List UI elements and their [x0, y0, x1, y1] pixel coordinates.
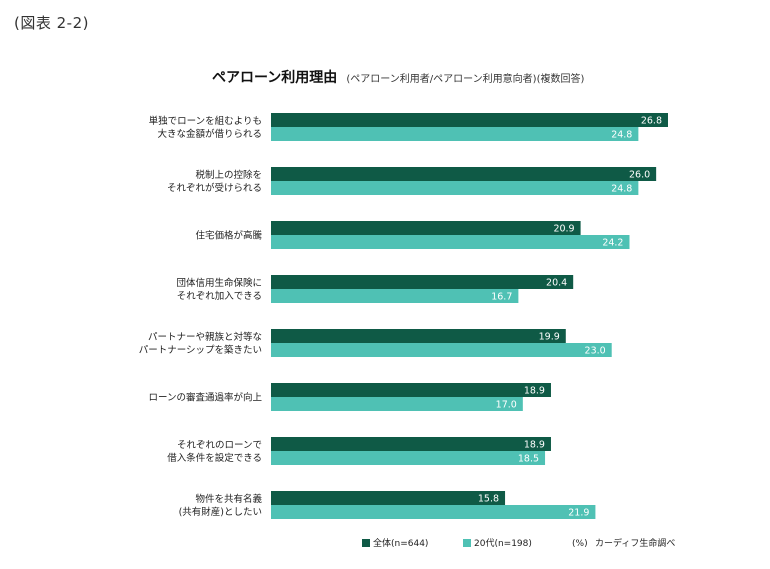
category-label-line: パートナーシップを築きたい — [139, 344, 262, 356]
category-label: 物件を共有名義(共有財産)としたい — [179, 493, 263, 518]
bar-20s-7 — [271, 505, 596, 519]
category-label-line: ローンの審査通過率が向上 — [148, 392, 262, 404]
chart-title: ペアローン利用理由 — [212, 70, 338, 86]
legend-swatch-20s — [463, 539, 471, 547]
category-label-line: 住宅価格が高騰 — [195, 230, 262, 242]
bar-all-4 — [271, 329, 566, 343]
category-labels: 単独でローンを組むよりも大きな金額が借りられる税制上の控除をそれぞれが受けられる… — [139, 115, 263, 518]
category-label-line: 物件を共有名義 — [195, 493, 262, 505]
bar-value-label: 20.9 — [553, 224, 574, 235]
category-label: ローンの審査通過率が向上 — [148, 392, 262, 404]
category-label-line: 単独でローンを組むよりも — [149, 115, 262, 127]
bar-value-label: 24.2 — [602, 238, 623, 249]
bar-20s-6 — [271, 451, 546, 465]
bar-value-label: 15.8 — [478, 494, 499, 505]
category-label: 団体信用生命保険にそれぞれ加入できる — [176, 277, 262, 302]
bar-value-label: 17.0 — [496, 400, 517, 411]
unit-label: (%) — [572, 539, 588, 549]
category-label-line: それぞれのローンで — [177, 440, 262, 451]
bar-value-label: 16.7 — [491, 292, 512, 303]
bar-20s-4 — [271, 343, 612, 357]
bar-20s-2 — [271, 235, 630, 249]
category-label-line: 借入条件を設定できる — [167, 452, 262, 464]
category-label-line: 大きな金額が借りられる — [157, 128, 262, 140]
legend-label-all: 全体(n=644) — [373, 537, 428, 549]
bar-value-label: 19.9 — [539, 332, 560, 343]
bar-value-label: 26.8 — [641, 116, 662, 127]
category-label-line: パートナーや親族と対等な — [148, 331, 262, 343]
category-label-line: 団体信用生命保険に — [176, 277, 262, 289]
category-label: 税制上の控除をそれぞれが受けられる — [167, 169, 262, 194]
legend: 全体(n=644) 20代(n=198) (%) カーディフ生命調べ — [362, 537, 675, 549]
bar-all-6 — [271, 437, 551, 451]
category-label-line: (共有財産)としたい — [179, 506, 262, 518]
category-label: 住宅価格が高騰 — [195, 230, 262, 242]
category-label-line: 税制上の控除を — [195, 169, 262, 181]
bar-all-3 — [271, 275, 574, 289]
bar-value-label: 20.4 — [546, 278, 567, 289]
legend-label-20s: 20代(n=198) — [474, 538, 532, 549]
bar-20s-0 — [271, 127, 639, 141]
bar-all-2 — [271, 221, 581, 235]
category-label-line: それぞれ加入できる — [177, 291, 262, 302]
bar-value-label: 26.0 — [629, 170, 650, 181]
bar-value-label: 21.9 — [568, 508, 589, 519]
bar-value-label: 23.0 — [585, 346, 606, 357]
source-label: カーディフ生命調べ — [595, 537, 675, 549]
figure-label: (図表 2-2) — [14, 14, 89, 32]
bar-all-1 — [271, 167, 657, 181]
chart-subtitle: (ペアローン利用者/ペアローン利用意向者)(複数回答) — [346, 74, 585, 85]
bar-value-label: 24.8 — [611, 130, 632, 141]
bar-20s-3 — [271, 289, 519, 303]
bar-value-label: 18.9 — [524, 440, 545, 451]
category-label: それぞれのローンで借入条件を設定できる — [167, 440, 262, 464]
bar-value-label: 18.5 — [518, 454, 539, 465]
bar-all-5 — [271, 383, 551, 397]
category-label: パートナーや親族と対等なパートナーシップを築きたい — [139, 331, 262, 356]
category-label-line: それぞれが受けられる — [167, 182, 262, 194]
bar-value-label: 18.9 — [524, 386, 545, 397]
category-label: 単独でローンを組むよりも大きな金額が借りられる — [149, 115, 262, 140]
bar-value-label: 24.8 — [611, 184, 632, 195]
bar-20s-5 — [271, 397, 523, 411]
bar-all-0 — [271, 113, 668, 127]
bars-layer: 26.8 24.8 26.0 24.8 20.9 24.2 20.4 16.7 19.9 23.0… — [271, 113, 668, 519]
bar-all-7 — [271, 491, 506, 505]
chart-title-block: ペアローン利用理由 (ペアローン利用者/ペアローン利用意向者)(複数回答) — [212, 67, 584, 87]
bar-20s-1 — [271, 181, 639, 195]
legend-swatch-all — [362, 539, 370, 547]
